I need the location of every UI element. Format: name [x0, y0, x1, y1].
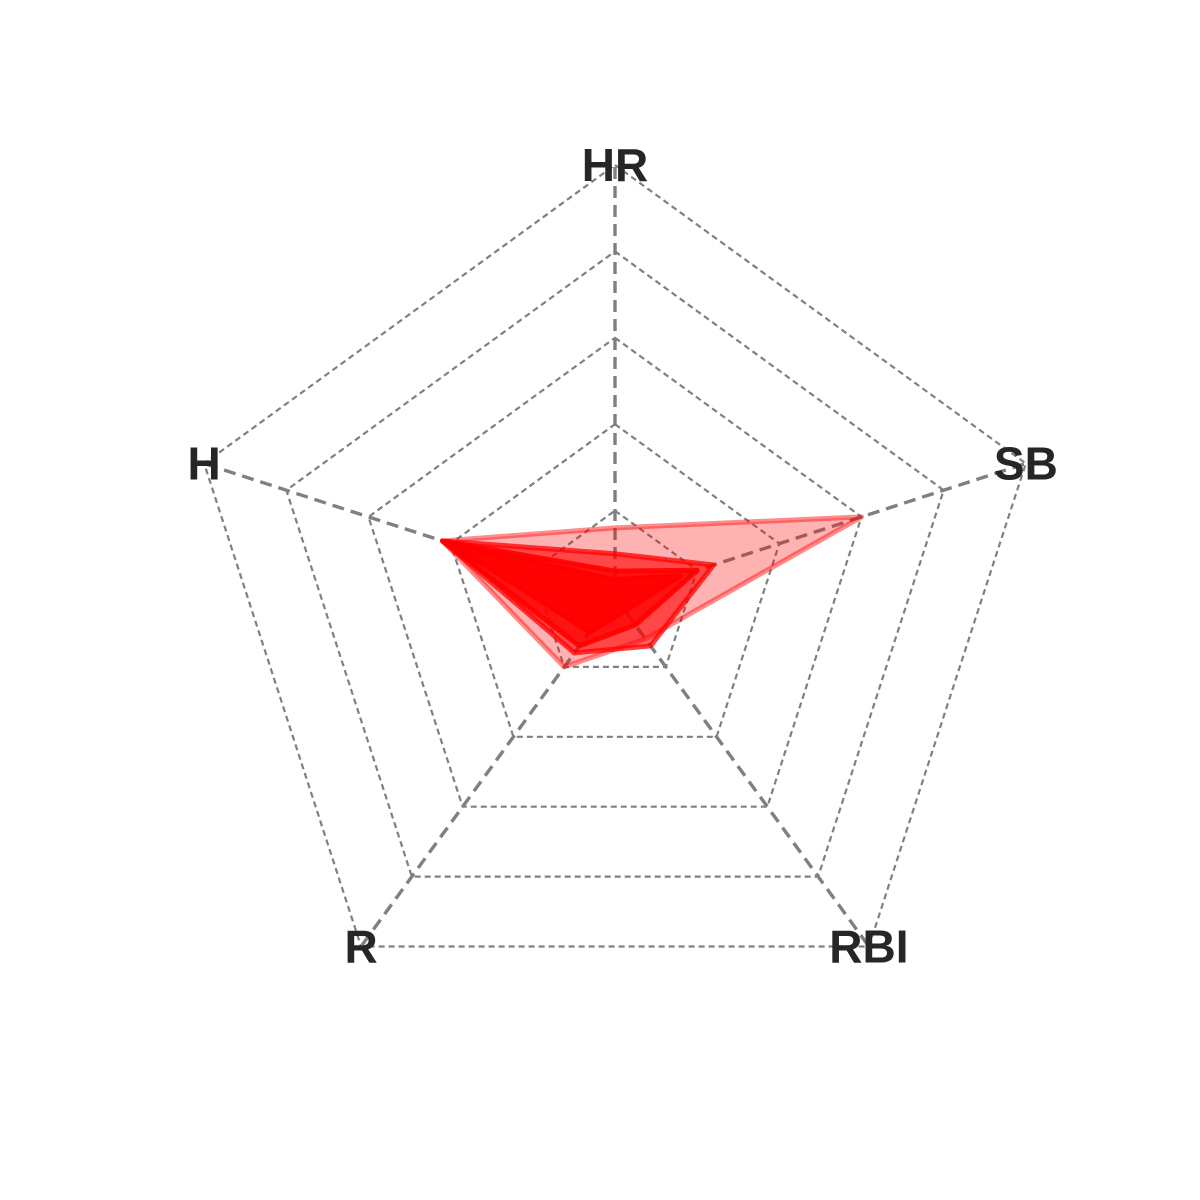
series-polygon-4 [448, 541, 684, 635]
axis-label-rbi: RBI [829, 920, 908, 972]
grid-ring-3 [367, 336, 863, 808]
grid-ring-5 [202, 163, 1028, 948]
axis-label-r: R [344, 920, 377, 972]
axis-labels: HR SB RBI R H [188, 139, 1058, 972]
spoke-rbi [613, 596, 871, 948]
axis-label-h: H [188, 438, 221, 490]
series-layer [439, 514, 865, 670]
spoke-h [203, 461, 616, 599]
axis-label-hr: HR [582, 139, 648, 191]
axis-label-sb: SB [994, 438, 1058, 490]
spoke-sb [614, 461, 1027, 599]
axis-spokes [203, 165, 1027, 948]
spoke-r [359, 596, 617, 948]
grid-ring-4 [285, 250, 945, 878]
